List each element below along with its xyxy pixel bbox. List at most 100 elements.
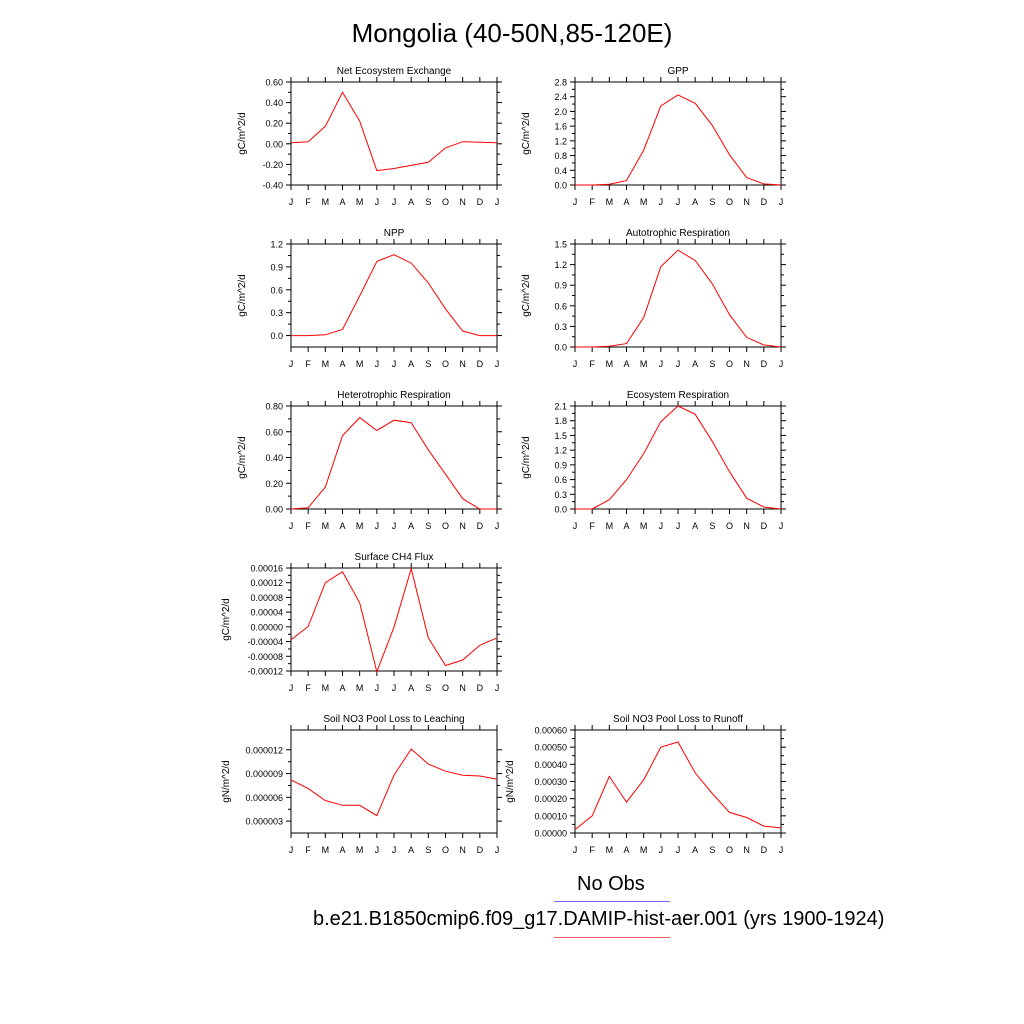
x-tick-label: S [709,845,715,855]
y-tick-label: 0.00012 [250,578,283,588]
x-tick-label: J [573,845,578,855]
x-tick-label: A [623,197,629,207]
x-tick-label: M [322,683,330,693]
x-tick-label: O [442,845,449,855]
x-tick-label: J [495,197,500,207]
x-tick-label: A [408,359,414,369]
x-tick-label: M [322,197,330,207]
y-tick-label: 0.60 [265,78,283,88]
x-tick-label: N [743,197,750,207]
x-tick-label: F [305,197,311,207]
x-tick-label: N [459,197,466,207]
y-tick-label: 0.00 [265,139,283,149]
x-tick-label: F [305,683,311,693]
x-tick-label: D [477,197,484,207]
y-axis-label: gC/m^2/d [237,274,248,317]
x-tick-label: A [623,845,629,855]
x-tick-label: J [392,197,397,207]
x-tick-label: A [339,359,345,369]
series-line-1 [290,416,497,510]
y-tick-label: 0.000009 [245,769,283,779]
legend-case-swatch [554,937,670,938]
y-axis-label: gN/m^2/d [221,760,232,803]
x-tick-label: A [408,683,414,693]
y-tick-label: 0.8 [554,151,567,161]
x-tick-label: N [743,845,750,855]
x-tick-label: S [425,359,431,369]
y-tick-label: 0.9 [554,460,567,470]
y-axis-label: gC/m^2/d [221,598,232,641]
series-line-1 [575,249,782,348]
y-tick-label: 1.8 [554,416,567,426]
x-tick-label: D [761,521,768,531]
x-tick-label: N [459,521,466,531]
chart-title: GPP [667,66,688,77]
x-tick-label: O [726,845,733,855]
x-tick-label: F [589,359,595,369]
x-tick-label: M [606,845,614,855]
x-tick-label: O [726,521,733,531]
x-tick-label: J [289,845,294,855]
x-tick-label: J [495,521,500,531]
x-tick-label: J [392,683,397,693]
x-tick-label: J [779,845,784,855]
y-tick-label: 1.5 [554,431,567,441]
legend-obs-swatch [554,901,670,902]
x-tick-label: J [573,521,578,531]
y-tick-label: 0.20 [265,119,283,129]
y-tick-label: 0.00000 [250,622,283,632]
y-tick-label: 2.1 [554,402,567,412]
y-tick-label: 1.2 [554,446,567,456]
y-tick-label: 1.5 [554,240,567,250]
x-tick-label: M [322,845,330,855]
x-tick-label: A [339,197,345,207]
y-tick-label: 1.2 [554,136,567,146]
y-tick-label: 1.2 [554,260,567,270]
series-line-1 [290,748,498,817]
y-tick-label: 0.00010 [534,811,567,821]
x-tick-label: S [425,683,431,693]
x-tick-label: O [442,683,449,693]
x-tick-label: S [709,197,715,207]
x-tick-label: D [477,521,484,531]
x-tick-label: D [477,845,484,855]
y-tick-label: -0.20 [262,160,283,170]
x-tick-label: J [375,683,380,693]
x-tick-label: N [743,521,750,531]
y-tick-label: 0.4 [554,166,567,176]
y-tick-label: 0.00016 [250,564,283,574]
y-tick-label: -0.00012 [247,667,283,677]
y-tick-label: -0.40 [262,181,283,191]
x-tick-label: F [589,845,595,855]
x-tick-label: A [692,197,698,207]
y-axis-label: gC/m^2/d [237,436,248,479]
y-tick-label: 0.40 [265,98,283,108]
x-tick-label: M [606,197,614,207]
y-tick-label: 0.20 [265,479,283,489]
y-tick-label: 0.3 [554,490,567,500]
y-axis-label: gC/m^2/d [237,112,248,155]
x-tick-label: J [375,521,380,531]
x-tick-label: O [726,359,733,369]
x-tick-label: J [659,845,664,855]
y-tick-label: 0.00040 [534,760,567,770]
y-axis-label: gC/m^2/d [521,112,532,155]
plot-frame [574,729,782,834]
chart-title: NPP [384,228,405,239]
x-tick-label: J [392,845,397,855]
x-tick-label: M [640,521,648,531]
plot-frame [574,243,782,348]
x-tick-label: J [289,683,294,693]
x-tick-label: J [495,683,500,693]
y-tick-label: 0.0 [554,505,567,515]
y-tick-label: 0.60 [265,427,283,437]
plot-frame [574,405,782,510]
x-tick-label: J [495,845,500,855]
y-tick-label: 0.9 [554,281,567,291]
y-tick-label: 0.000012 [245,745,283,755]
